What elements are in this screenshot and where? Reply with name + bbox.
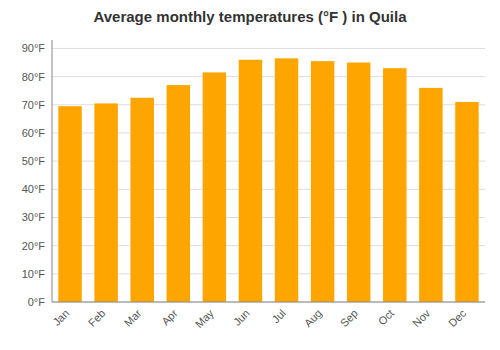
bar <box>203 72 226 302</box>
y-grid <box>52 48 485 302</box>
y-tick-label: 80°F <box>22 71 46 83</box>
bar <box>130 98 153 302</box>
y-tick-label: 30°F <box>22 211 46 223</box>
chart-title: Average monthly temperatures (°F ) in Qu… <box>93 8 407 25</box>
bar <box>347 63 370 302</box>
x-tick-label: Jun <box>231 307 252 328</box>
x-tick-label: Apr <box>159 307 180 328</box>
y-tick-label: 60°F <box>22 127 46 139</box>
x-tick-label: Feb <box>86 307 108 329</box>
x-tick-label: Nov <box>410 307 433 330</box>
bar <box>311 61 334 302</box>
x-tick-label: Sep <box>338 307 360 329</box>
bar <box>455 102 478 302</box>
x-tick-label: Oct <box>376 307 397 328</box>
x-tick-label: Dec <box>446 307 469 330</box>
y-tick-label: 40°F <box>22 183 46 195</box>
chart-container: Average monthly temperatures (°F ) in Qu… <box>0 0 500 350</box>
y-axis-line <box>52 40 53 302</box>
grid-line <box>52 302 485 303</box>
bars <box>58 58 478 302</box>
grid-line <box>52 48 485 49</box>
bar <box>419 88 442 302</box>
x-axis-line <box>52 302 485 303</box>
bar <box>58 106 81 302</box>
x-tick-label: Jul <box>270 307 288 325</box>
y-tick-label: 70°F <box>22 99 46 111</box>
bar <box>167 85 190 302</box>
chart-svg: Average monthly temperatures (°F ) in Qu… <box>0 0 500 350</box>
y-tick-label: 20°F <box>22 240 46 252</box>
bar <box>383 68 406 302</box>
x-tick-label: May <box>193 307 217 331</box>
y-tick-label: 0°F <box>28 296 46 308</box>
bar <box>275 58 298 302</box>
bar <box>239 60 262 302</box>
y-tick-label: 90°F <box>22 42 46 54</box>
x-tick-label: Aug <box>302 307 324 329</box>
y-tick-label: 50°F <box>22 155 46 167</box>
y-tick-label: 10°F <box>22 268 46 280</box>
bar <box>94 103 117 302</box>
x-tick-label: Mar <box>122 307 144 329</box>
x-tick-label: Jan <box>50 307 71 328</box>
grid-line <box>52 76 485 77</box>
